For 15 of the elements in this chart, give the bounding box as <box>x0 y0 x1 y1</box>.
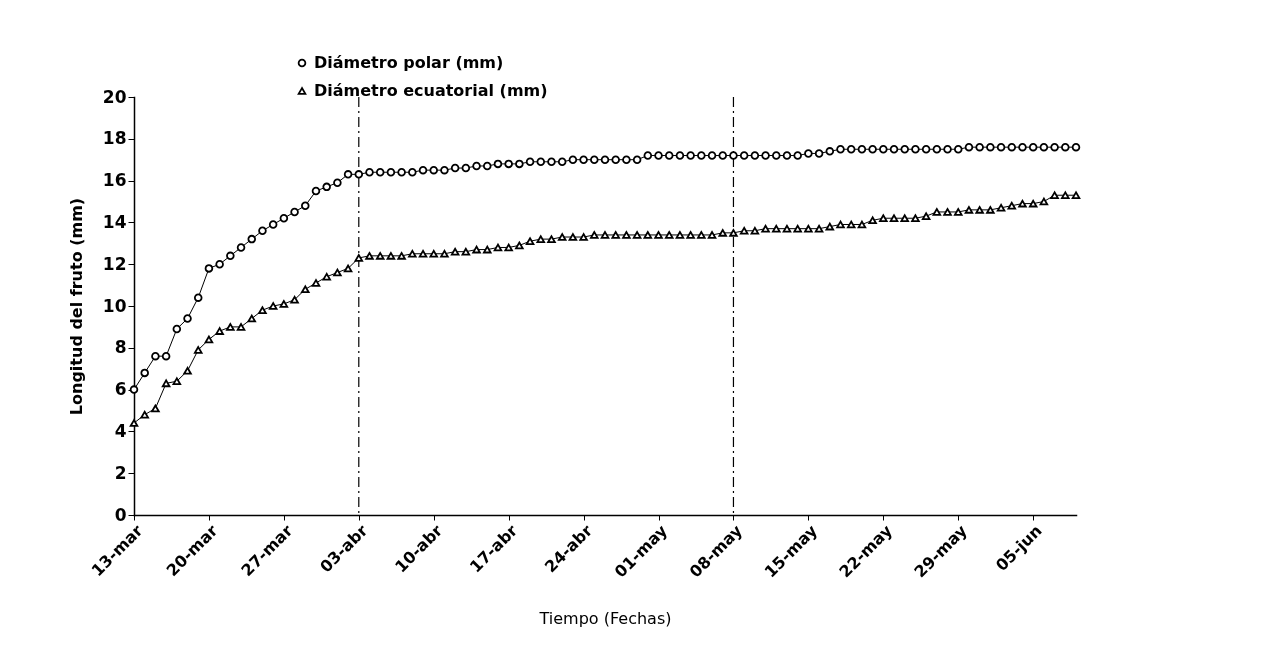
y-axis-title: Longitud del fruto (mm) <box>66 197 86 416</box>
x-axis-title: Tiempo (Fechas) <box>538 608 672 628</box>
y-tick-label: 4 <box>114 420 127 441</box>
y-tick-label: 8 <box>114 337 127 358</box>
y-tick-label: 0 <box>114 504 127 525</box>
y-tick-label: 12 <box>102 253 127 274</box>
y-tick-label: 2 <box>114 462 127 483</box>
legend-label: Diámetro ecuatorial (mm) <box>314 81 548 100</box>
y-tick-label: 10 <box>102 295 127 316</box>
y-tick-label: 20 <box>102 86 127 107</box>
legend-label: Diámetro polar (mm) <box>314 53 504 72</box>
y-tick-label: 14 <box>102 211 127 232</box>
y-tick-label: 16 <box>102 170 127 191</box>
y-tick-label: 18 <box>102 128 127 149</box>
y-tick-label: 6 <box>114 379 127 400</box>
